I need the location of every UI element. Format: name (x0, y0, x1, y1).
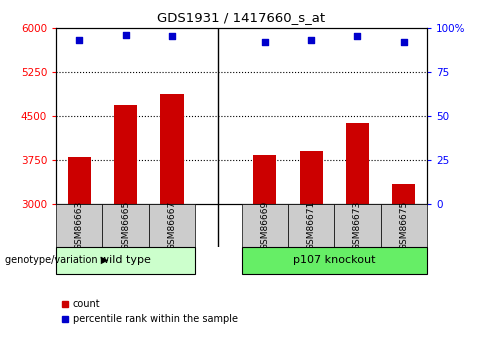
Legend: count, percentile rank within the sample: count, percentile rank within the sample (58, 295, 242, 328)
Bar (68, 157, 91, 204)
Bar (300, 151, 323, 204)
Bar (334, 204, 381, 247)
Bar (56, 247, 195, 274)
Point (122, 32, 130, 37)
Bar (114, 105, 137, 204)
Bar (392, 184, 415, 204)
Text: GSM86671: GSM86671 (306, 200, 316, 250)
Text: GSM86663: GSM86663 (75, 200, 84, 250)
Text: GSM86667: GSM86667 (167, 200, 177, 250)
Text: GSM86669: GSM86669 (260, 200, 269, 250)
Bar (288, 204, 334, 247)
Text: GSM86665: GSM86665 (121, 200, 130, 250)
Bar (149, 204, 195, 247)
Text: GSM86675: GSM86675 (399, 200, 408, 250)
Bar (161, 94, 183, 204)
Bar (381, 204, 427, 247)
Text: genotype/variation ▶: genotype/variation ▶ (5, 256, 108, 265)
Point (307, 37, 315, 43)
Point (168, 34, 176, 39)
Point (76, 37, 83, 43)
Bar (242, 247, 427, 274)
Point (353, 34, 361, 39)
Point (400, 39, 408, 45)
Bar (346, 123, 369, 204)
Bar (242, 204, 288, 247)
Text: wild type: wild type (100, 256, 151, 265)
Text: GSM86673: GSM86673 (353, 200, 362, 250)
Bar (253, 156, 276, 204)
Bar (56, 204, 102, 247)
Title: GDS1931 / 1417660_s_at: GDS1931 / 1417660_s_at (158, 11, 325, 24)
Text: p107 knockout: p107 knockout (293, 256, 376, 265)
Bar (102, 204, 149, 247)
Point (261, 39, 269, 45)
